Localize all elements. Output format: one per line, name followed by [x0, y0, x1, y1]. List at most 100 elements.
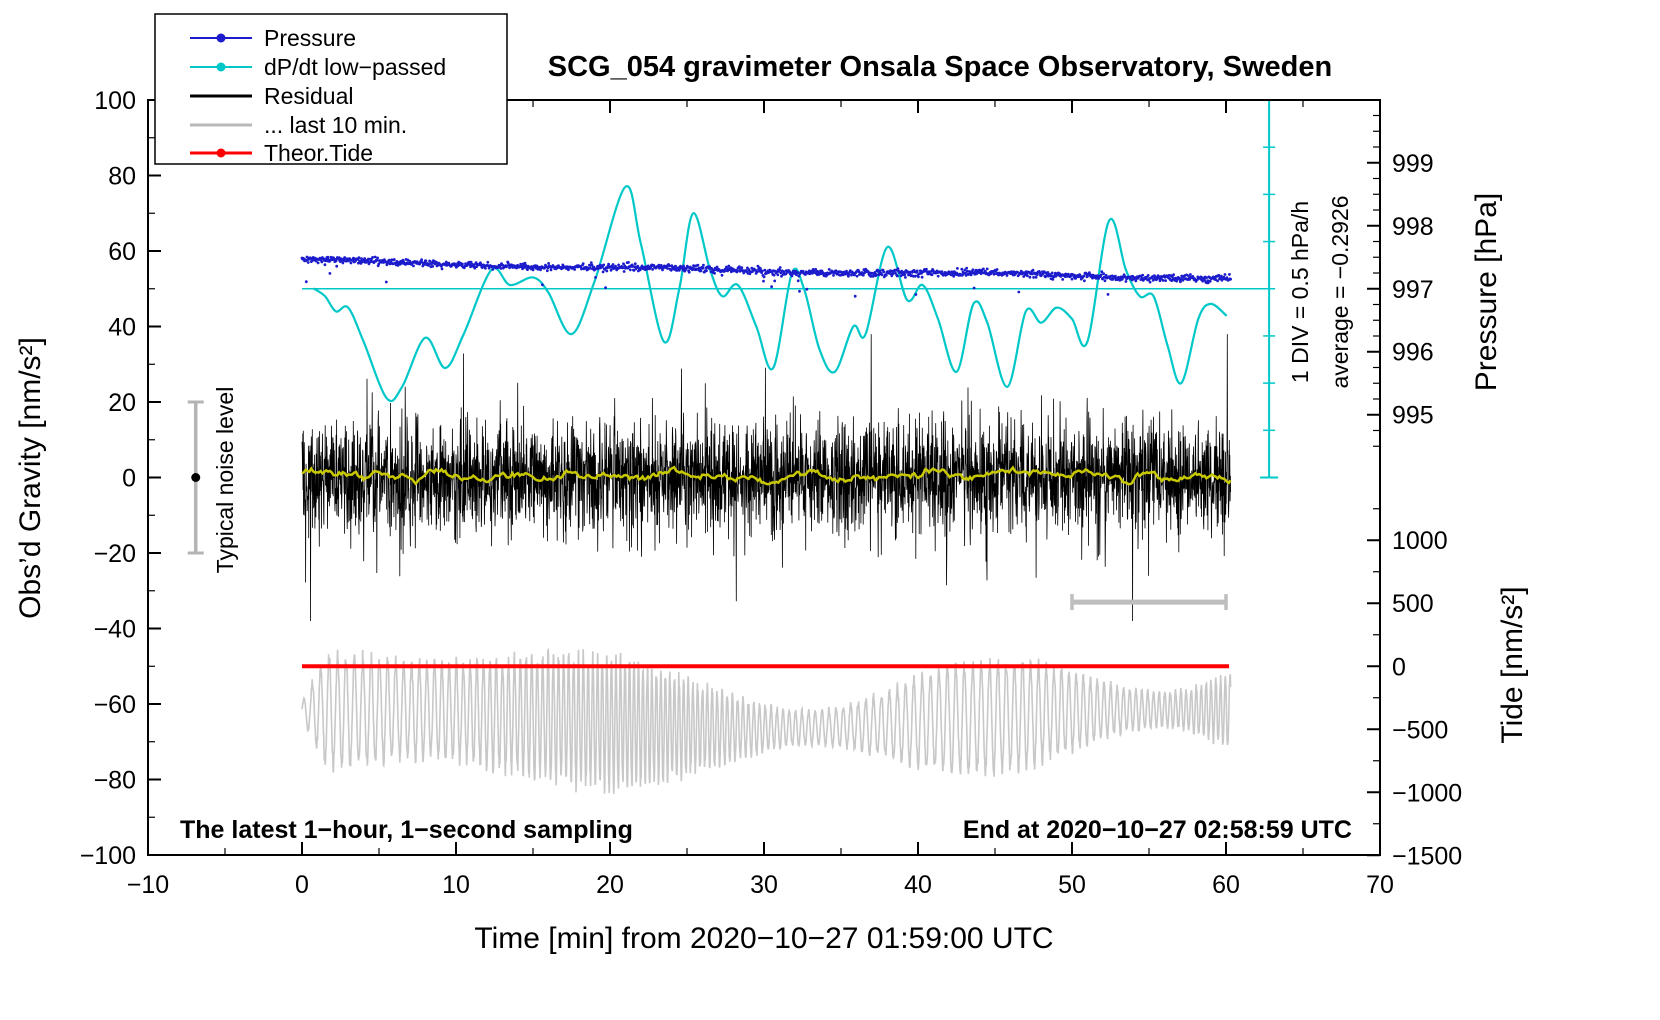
pressure-dot: [894, 268, 898, 272]
end-time-annotation: End at 2020−10−27 02:58:59 UTC: [963, 816, 1352, 844]
pressure-dot: [940, 270, 944, 273]
pressure-dot: [1171, 275, 1174, 279]
x-tick-label: 0: [295, 871, 309, 899]
pressure-dot: [614, 264, 617, 268]
pressure-dot: [627, 261, 630, 264]
pressure-dot: [1161, 279, 1165, 282]
pressure-dot: [1123, 275, 1127, 279]
pressure-dot: [1228, 273, 1231, 276]
pressure-dot: [1061, 278, 1065, 281]
tide-tick-label: −1500: [1392, 842, 1462, 870]
pressure-dot: [605, 269, 609, 273]
data-layer: [187, 99, 1279, 795]
legend-item-dpdt: dP/dt low−passed: [190, 54, 446, 80]
pressure-dot: [903, 273, 907, 277]
pressure-dot: [853, 273, 856, 277]
pressure-dot: [914, 293, 918, 296]
pressure-dot: [1134, 279, 1138, 283]
pressure-tick-label: 997: [1392, 276, 1434, 304]
pressure-tick-label: 998: [1392, 213, 1434, 241]
pressure-dot: [541, 283, 544, 287]
pressure-dot: [727, 264, 731, 268]
pressure-dot: [913, 274, 917, 278]
noise-level-dot: [191, 473, 201, 482]
gravity-tick-label: 20: [108, 389, 136, 417]
pressure-dot: [601, 265, 604, 269]
gravity-tick-label: 80: [108, 163, 136, 191]
pressure-dot: [890, 274, 894, 278]
pressure-dot: [762, 279, 765, 283]
pressure-dot: [891, 272, 895, 275]
pressure-dot: [668, 264, 671, 268]
pressure-dot: [1012, 270, 1016, 274]
pressure-dot: [1181, 278, 1185, 282]
pressure-dot: [796, 279, 800, 283]
pressure-dot: [1179, 280, 1182, 284]
pressure-dot: [1216, 279, 1219, 283]
pressure-dot: [659, 264, 663, 267]
pressure-dot: [427, 262, 431, 266]
legend-item-pressure: Pressure: [190, 25, 356, 51]
pressure-dot: [740, 266, 744, 270]
pressure-dot: [420, 258, 423, 262]
legend-item-residual: Residual: [190, 83, 354, 109]
pressure-dot: [853, 294, 857, 298]
pressure-dot: [880, 273, 884, 277]
pressure-dot: [1141, 273, 1145, 277]
pressure-dot: [1189, 273, 1192, 276]
pressure-dot: [759, 267, 762, 270]
pressure-dot: [1034, 275, 1038, 279]
legend-marker-dpdt: [216, 62, 226, 72]
pressure-dot: [661, 268, 664, 272]
pressure-dot: [306, 261, 310, 264]
pressure-dot: [622, 270, 626, 273]
pressure-dot: [1106, 293, 1110, 296]
pressure-dot: [778, 266, 782, 269]
pressure-dot: [420, 261, 424, 264]
pressure-dot: [952, 274, 956, 278]
pressure-dot: [1223, 273, 1227, 276]
pressure-dot: [1016, 270, 1019, 274]
pressure-dot: [798, 289, 801, 293]
x-tick-label: −10: [127, 871, 169, 899]
pressure-dot: [971, 268, 975, 272]
pressure-dot: [985, 267, 989, 271]
pressure-dot: [751, 270, 754, 273]
pressure-dot: [384, 260, 387, 264]
pressure-dot: [474, 261, 478, 264]
pressure-dot: [549, 268, 553, 272]
gravity-tick-label: 100: [94, 87, 136, 115]
pressure-dot: [1017, 290, 1021, 294]
pressure-dot: [780, 274, 783, 278]
legend-label-residual: Residual: [264, 83, 354, 109]
pressure-dot: [900, 269, 904, 273]
pressure-dot: [392, 258, 396, 261]
pressure-dot: [960, 267, 964, 271]
typical-noise-errorbar: [187, 400, 204, 555]
pressure-dot: [609, 268, 613, 272]
pressure-dot: [873, 271, 877, 274]
pressure-dot: [972, 286, 976, 290]
pressure-dot: [461, 262, 464, 266]
pressure-dot: [640, 264, 644, 268]
pressure-dot: [1022, 275, 1026, 278]
gravity-tick-label: −20: [94, 540, 136, 568]
pressure-dot: [805, 287, 809, 291]
pressure-dot: [904, 276, 907, 279]
pressure-dot: [491, 268, 495, 271]
pressure-dot: [320, 260, 324, 264]
pressure-dot: [847, 274, 850, 278]
pressure-dot: [651, 268, 654, 271]
pressure-dot: [376, 256, 379, 260]
pressure-dot: [371, 256, 374, 259]
pressure-dot: [1031, 268, 1035, 272]
pressure-dot: [604, 286, 607, 290]
pressure-dot: [965, 266, 969, 270]
pressure-dot: [387, 258, 391, 262]
pressure-dot: [705, 269, 708, 273]
pressure-dot: [975, 272, 978, 276]
pressure-dot: [1217, 273, 1221, 277]
pressure-dot: [1156, 274, 1160, 277]
